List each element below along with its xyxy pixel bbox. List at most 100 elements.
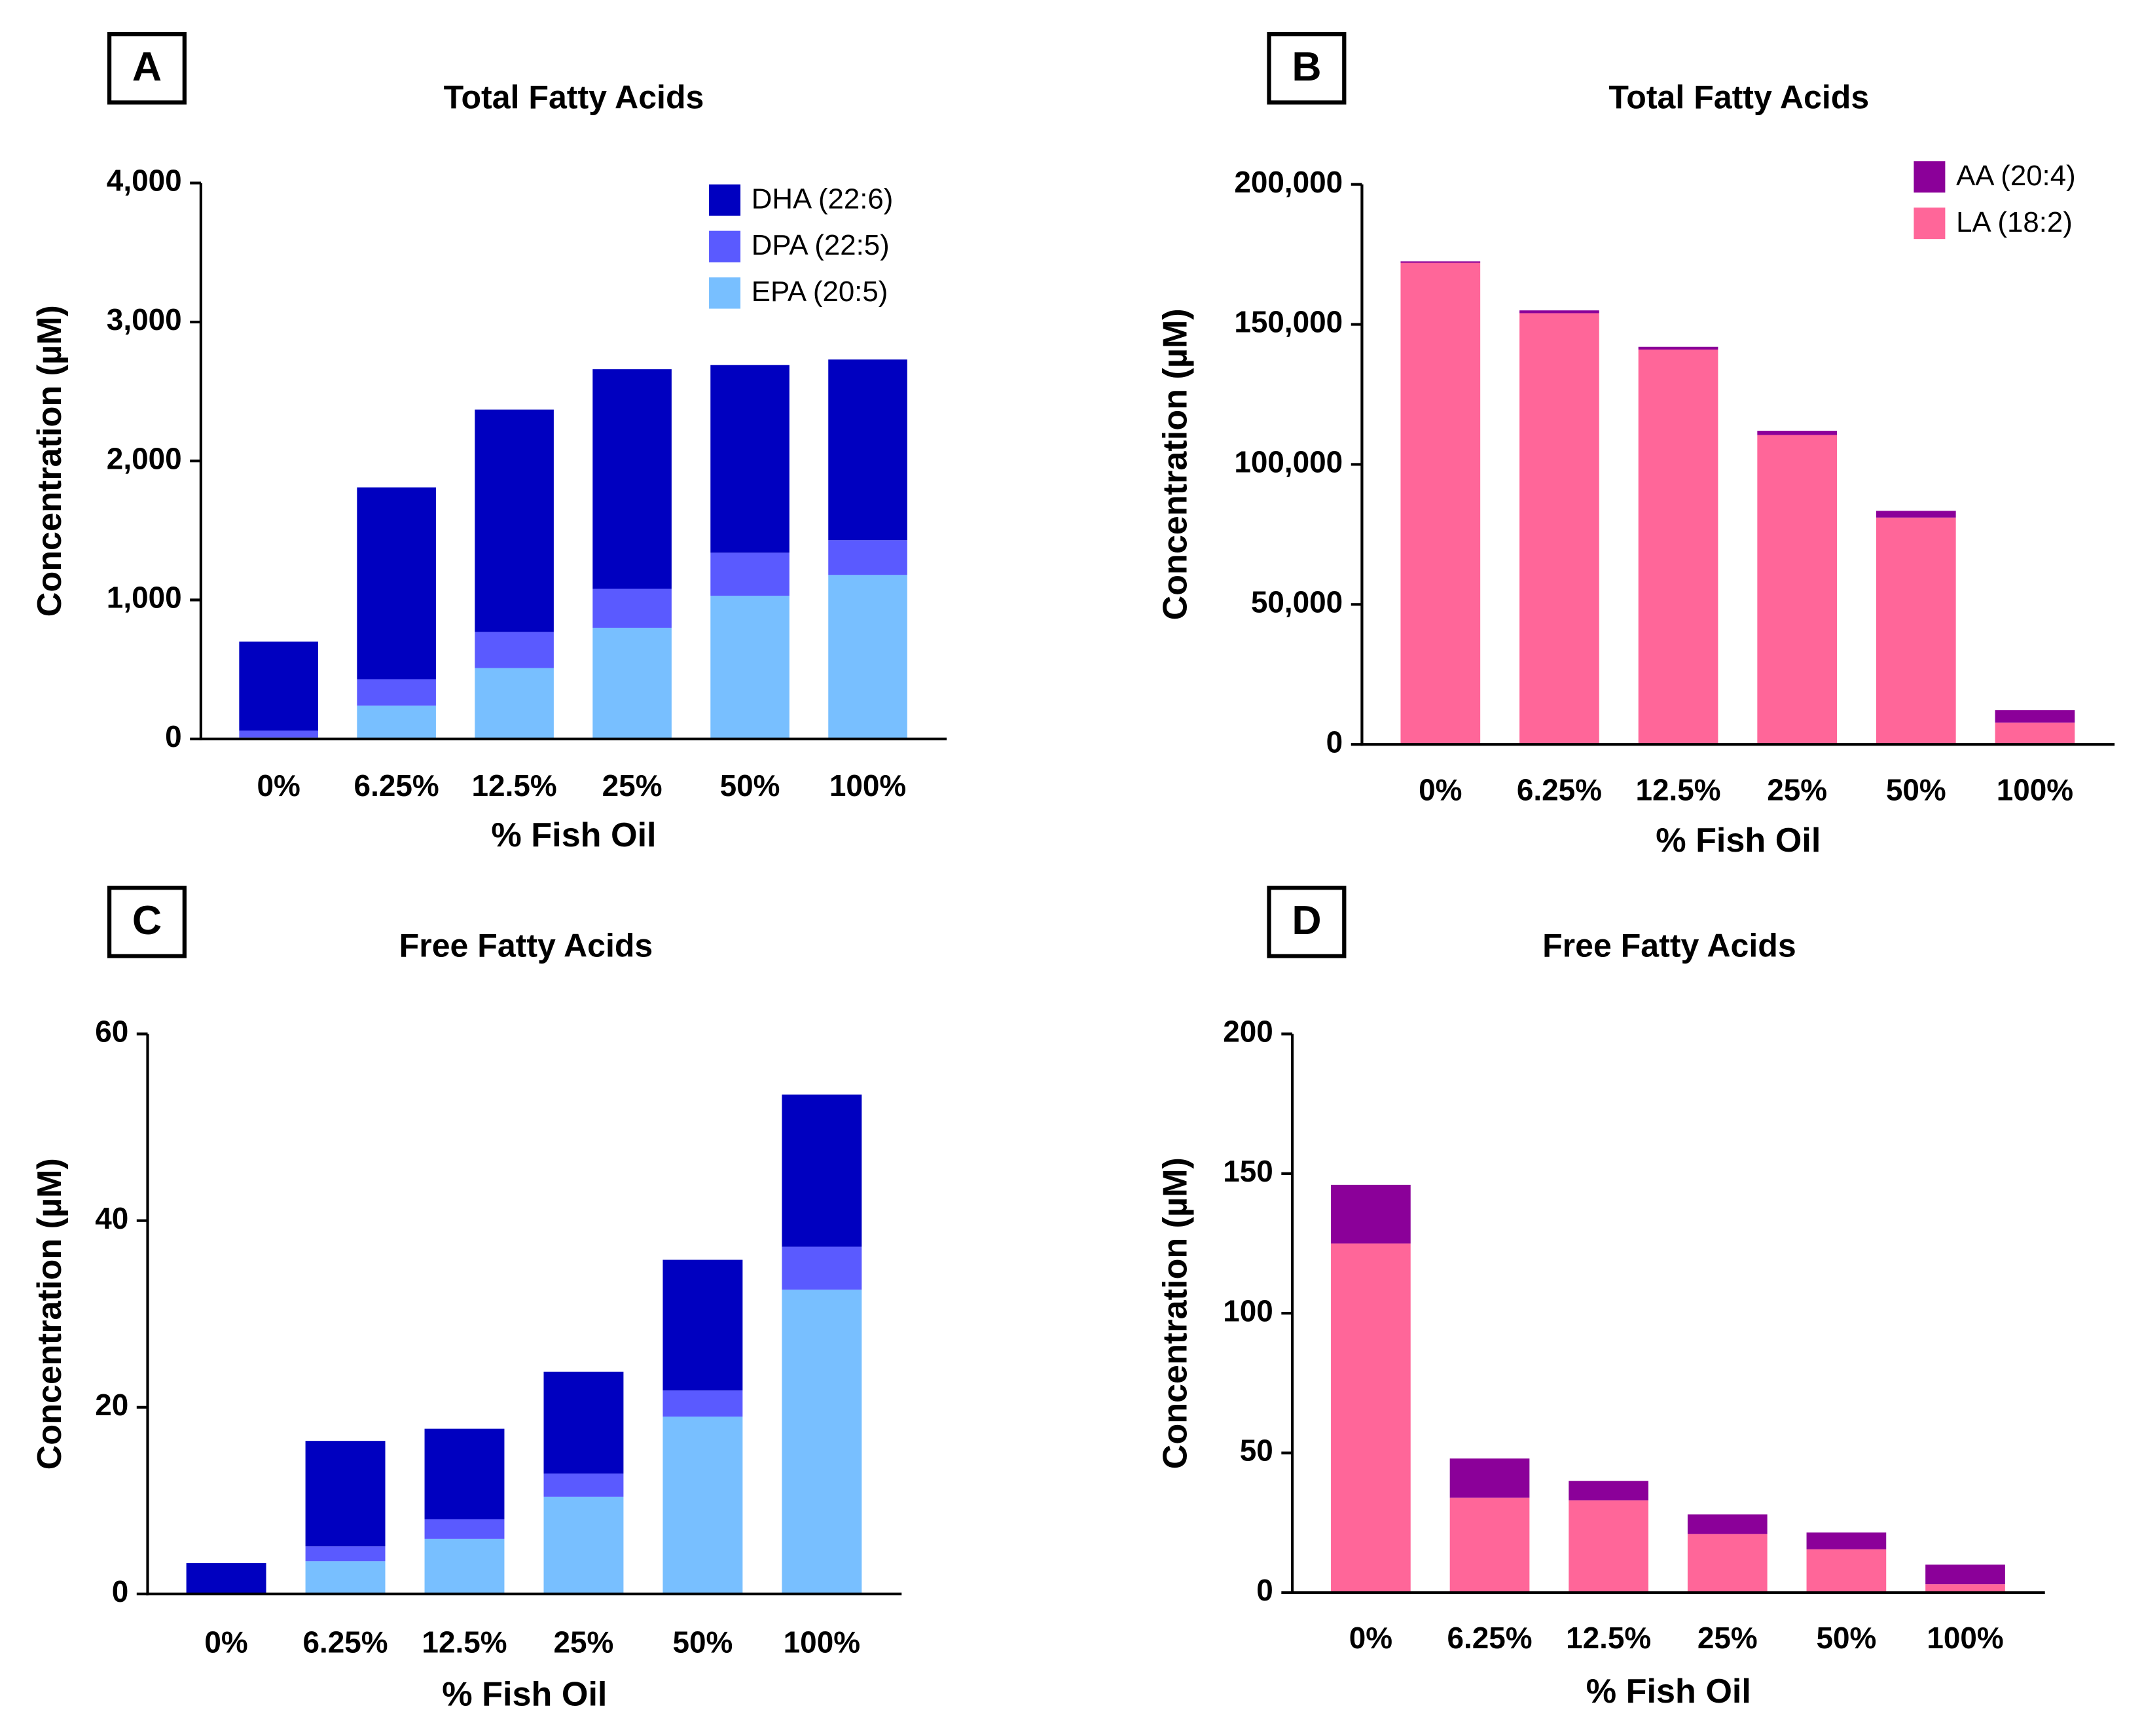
bar-segment	[1519, 310, 1599, 314]
y-tick-label: 60	[95, 1015, 128, 1049]
bar-segment	[305, 1561, 386, 1594]
bar-segment	[1757, 435, 1838, 745]
bar-segment	[663, 1417, 743, 1594]
x-tick-label: 0%	[257, 769, 300, 803]
x-axis-label: % Fish Oil	[491, 816, 656, 854]
x-tick-label: 100%	[829, 769, 906, 803]
y-tick-label: 2,000	[107, 441, 182, 475]
chart-title: Total Fatty Acids	[444, 79, 704, 116]
y-tick-label: 4,000	[107, 164, 182, 198]
bar-segment	[424, 1538, 505, 1594]
bar-segment	[1876, 517, 1956, 745]
x-tick-label: 100%	[1997, 772, 2073, 806]
x-tick-label: 12.5%	[472, 769, 557, 803]
x-tick-label: 6.25%	[1517, 772, 1602, 806]
chart-title: Total Fatty Acids	[1608, 79, 1869, 116]
x-axis-label: % Fish Oil	[442, 1675, 607, 1713]
x-tick-label: 6.25%	[354, 769, 439, 803]
legend-swatch	[1914, 161, 1946, 193]
bar-segment	[1995, 722, 2075, 745]
chart-title: Free Fatty Acids	[1542, 927, 1796, 964]
x-tick-label: 0%	[1349, 1621, 1392, 1655]
y-tick-label: 150,000	[1234, 305, 1343, 339]
bar-segment	[828, 575, 907, 739]
y-axis-label: Concentration (µM)	[31, 1158, 69, 1470]
bar-segment	[1757, 431, 1838, 435]
y-tick-label: 1,000	[107, 581, 182, 615]
x-tick-label: 25%	[602, 769, 663, 803]
y-tick-label: 20	[95, 1388, 128, 1422]
bar-segment	[1995, 710, 2075, 723]
bar-segment	[1638, 350, 1718, 745]
y-tick-label: 3,000	[107, 302, 182, 336]
y-tick-label: 200	[1223, 1015, 1273, 1049]
y-tick-label: 50,000	[1251, 585, 1343, 619]
bar-segment	[357, 679, 436, 706]
bar-segment	[1449, 1458, 1530, 1498]
bar-segment	[828, 359, 907, 541]
panel-label-box	[107, 886, 187, 958]
y-axis-label: Concentration (µM)	[1157, 308, 1195, 620]
x-tick-label: 6.25%	[302, 1625, 388, 1659]
x-tick-label: 0%	[1419, 772, 1462, 806]
x-tick-label: 25%	[554, 1625, 614, 1659]
legend-label: LA (18:2)	[1956, 206, 2073, 238]
bar-segment	[239, 731, 318, 738]
bar-segment	[1449, 1497, 1530, 1593]
bar-segment	[239, 642, 318, 731]
y-tick-label: 0	[1256, 1573, 1273, 1607]
y-tick-label: 0	[1326, 725, 1343, 759]
y-axis-label: Concentration (µM)	[31, 305, 69, 617]
x-tick-label: 50%	[720, 769, 780, 803]
chart-title: Free Fatty Acids	[399, 927, 653, 964]
y-tick-label: 100	[1223, 1293, 1273, 1328]
x-tick-label: 100%	[1927, 1621, 2003, 1655]
bar-segment	[1806, 1549, 1887, 1593]
bar-segment	[1400, 262, 1481, 745]
bar-segment	[1331, 1184, 1411, 1244]
bar-segment	[1925, 1584, 2005, 1593]
x-tick-label: 6.25%	[1447, 1621, 1532, 1655]
bar-segment	[543, 1474, 624, 1497]
bar-segment	[424, 1428, 505, 1519]
panel-label-box	[107, 32, 187, 105]
bar-segment	[475, 409, 554, 632]
x-axis-label: % Fish Oil	[1656, 822, 1821, 859]
legend-label: DPA (22:5)	[752, 229, 890, 261]
bar-segment	[305, 1441, 386, 1547]
bar-segment	[592, 627, 672, 739]
legend-swatch	[709, 184, 741, 216]
bar-segment	[543, 1496, 624, 1594]
bar-segment	[1519, 313, 1599, 745]
x-tick-label: 50%	[672, 1625, 733, 1659]
y-tick-label: 50	[1240, 1434, 1273, 1468]
bar-segment	[592, 588, 672, 628]
y-tick-label: 40	[95, 1201, 128, 1235]
x-tick-label: 50%	[1886, 772, 1946, 806]
bar-segment	[663, 1259, 743, 1391]
bar-segment	[1687, 1514, 1768, 1534]
legend-label: EPA (20:5)	[752, 276, 888, 308]
bar-segment	[710, 596, 790, 739]
bar-segment	[357, 487, 436, 679]
bar-segment	[710, 552, 790, 596]
bar-segment	[305, 1546, 386, 1562]
bar-segment	[1925, 1564, 2005, 1585]
bar-segment	[663, 1390, 743, 1417]
y-tick-label: 150	[1223, 1154, 1273, 1188]
x-axis-label: % Fish Oil	[1586, 1673, 1751, 1710]
bar-segment	[782, 1290, 862, 1594]
bar-segment	[1638, 346, 1718, 350]
bar-segment	[592, 369, 672, 589]
x-tick-label: 50%	[1816, 1621, 1876, 1655]
panel-label: A	[132, 44, 162, 90]
legend-swatch	[709, 230, 741, 262]
bar-segment	[1687, 1534, 1768, 1593]
bar-segment	[357, 705, 436, 739]
bar-segment	[543, 1371, 624, 1474]
panel-label: B	[1292, 44, 1321, 90]
bar-segment	[782, 1094, 862, 1247]
bar-segment	[710, 365, 790, 553]
bar-segment	[186, 1563, 266, 1594]
